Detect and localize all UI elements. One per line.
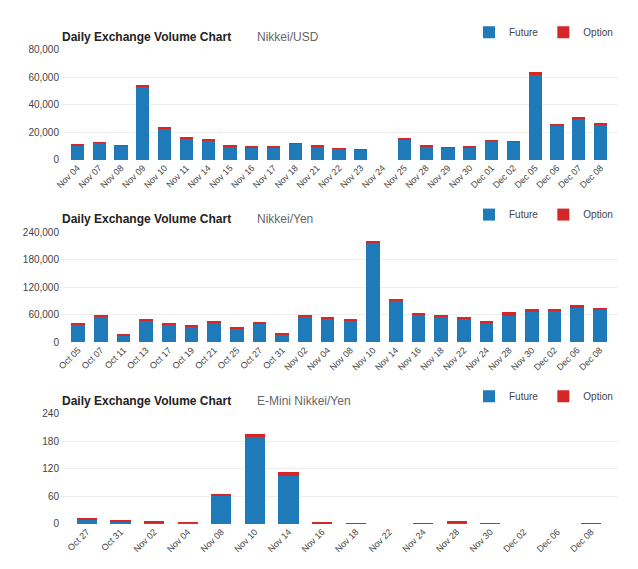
svg-text:Nov 18: Nov 18 bbox=[273, 163, 300, 190]
svg-text:Oct 19: Oct 19 bbox=[170, 345, 196, 371]
svg-text:Oct 31: Oct 31 bbox=[261, 345, 287, 371]
svg-text:Nov 02: Nov 02 bbox=[131, 527, 158, 554]
svg-text:Nov 30: Nov 30 bbox=[509, 345, 536, 372]
svg-text:Nov 28: Nov 28 bbox=[434, 527, 461, 554]
svg-text:Nov 22: Nov 22 bbox=[441, 345, 468, 372]
svg-text:0: 0 bbox=[53, 337, 59, 348]
svg-text:Nov 08: Nov 08 bbox=[98, 163, 125, 190]
svg-text:Nov 04: Nov 04 bbox=[165, 527, 192, 554]
svg-text:Nov 24: Nov 24 bbox=[360, 163, 387, 190]
svg-text:E-Mini Nikkei/Yen: E-Mini Nikkei/Yen bbox=[257, 394, 351, 408]
svg-text:Nov 24: Nov 24 bbox=[464, 345, 491, 372]
svg-text:Dec 05: Dec 05 bbox=[513, 163, 540, 190]
svg-text:20,000: 20,000 bbox=[28, 127, 59, 138]
svg-text:0: 0 bbox=[53, 518, 59, 529]
svg-text:Nov 18: Nov 18 bbox=[418, 345, 445, 372]
svg-text:Nov 15: Nov 15 bbox=[207, 163, 234, 190]
svg-text:Nov 30: Nov 30 bbox=[468, 527, 495, 554]
svg-text:Oct 17: Oct 17 bbox=[148, 345, 174, 371]
svg-text:Dec 02: Dec 02 bbox=[501, 527, 528, 554]
svg-text:Dec 06: Dec 06 bbox=[534, 163, 561, 190]
svg-text:Nov 07: Nov 07 bbox=[77, 163, 104, 190]
svg-text:Option: Option bbox=[583, 209, 612, 220]
svg-text:Nov 02: Nov 02 bbox=[282, 345, 309, 372]
svg-text:0: 0 bbox=[53, 154, 59, 165]
svg-text:Nov 11: Nov 11 bbox=[164, 163, 191, 190]
svg-text:Nov 16: Nov 16 bbox=[396, 345, 423, 372]
svg-text:Option: Option bbox=[583, 391, 612, 402]
svg-text:Nov 09: Nov 09 bbox=[120, 163, 147, 190]
svg-text:Future: Future bbox=[509, 209, 538, 220]
svg-text:Nov 22: Nov 22 bbox=[316, 163, 343, 190]
svg-text:Option: Option bbox=[583, 27, 612, 38]
svg-text:Nov 22: Nov 22 bbox=[367, 527, 394, 554]
svg-text:120,000: 120,000 bbox=[23, 282, 60, 293]
svg-text:180: 180 bbox=[42, 436, 59, 447]
svg-text:Oct 25: Oct 25 bbox=[216, 345, 242, 371]
svg-text:Nov 28: Nov 28 bbox=[404, 163, 431, 190]
svg-text:Nov 10: Nov 10 bbox=[232, 527, 259, 554]
svg-text:Oct 11: Oct 11 bbox=[103, 345, 128, 370]
svg-text:Oct 27: Oct 27 bbox=[66, 527, 92, 553]
svg-text:Nov 23: Nov 23 bbox=[338, 163, 365, 190]
svg-text:Nov 29: Nov 29 bbox=[425, 163, 452, 190]
svg-text:240,000: 240,000 bbox=[23, 227, 60, 238]
svg-text:Nov 10: Nov 10 bbox=[350, 345, 377, 372]
svg-text:Nov 16: Nov 16 bbox=[229, 163, 256, 190]
svg-text:Nikkei/Yen: Nikkei/Yen bbox=[257, 212, 313, 226]
svg-text:Daily Exchange Volume Chart: Daily Exchange Volume Chart bbox=[62, 30, 231, 44]
svg-text:Dec 06: Dec 06 bbox=[555, 345, 582, 372]
svg-text:Oct 31: Oct 31 bbox=[99, 527, 125, 553]
svg-text:Nov 08: Nov 08 bbox=[328, 345, 355, 372]
svg-text:Nov 25: Nov 25 bbox=[382, 163, 409, 190]
svg-text:60: 60 bbox=[48, 491, 60, 502]
svg-text:Nov 14: Nov 14 bbox=[186, 163, 213, 190]
svg-text:Dec 06: Dec 06 bbox=[535, 527, 562, 554]
svg-text:Nov 14: Nov 14 bbox=[266, 527, 293, 554]
svg-text:40,000: 40,000 bbox=[28, 99, 59, 110]
svg-text:Oct 13: Oct 13 bbox=[125, 345, 151, 371]
svg-text:120: 120 bbox=[42, 463, 59, 474]
svg-text:Future: Future bbox=[509, 27, 538, 38]
svg-text:Nov 08: Nov 08 bbox=[199, 527, 226, 554]
svg-text:Dec 07: Dec 07 bbox=[556, 163, 583, 190]
svg-text:Nov 28: Nov 28 bbox=[486, 345, 513, 372]
svg-text:Nov 24: Nov 24 bbox=[400, 527, 427, 554]
svg-text:Nov 14: Nov 14 bbox=[373, 345, 400, 372]
svg-text:Oct 07: Oct 07 bbox=[80, 345, 106, 371]
svg-text:Oct 05: Oct 05 bbox=[57, 345, 83, 371]
svg-text:Daily Exchange Volume Chart: Daily Exchange Volume Chart bbox=[62, 212, 231, 226]
svg-text:60,000: 60,000 bbox=[28, 309, 59, 320]
svg-text:Dec 08: Dec 08 bbox=[578, 163, 605, 190]
svg-text:240: 240 bbox=[42, 408, 59, 419]
svg-text:Future: Future bbox=[509, 391, 538, 402]
svg-text:Nov 17: Nov 17 bbox=[251, 163, 278, 190]
svg-text:Dec 01: Dec 01 bbox=[469, 163, 496, 190]
svg-text:80,000: 80,000 bbox=[28, 44, 59, 55]
svg-text:Dec 08: Dec 08 bbox=[577, 345, 604, 372]
svg-text:Oct 27: Oct 27 bbox=[238, 345, 264, 371]
svg-text:Nov 18: Nov 18 bbox=[333, 527, 360, 554]
svg-text:Dec 02: Dec 02 bbox=[491, 163, 518, 190]
svg-text:180,000: 180,000 bbox=[23, 254, 60, 265]
svg-text:Nov 10: Nov 10 bbox=[142, 163, 169, 190]
svg-text:Nov 16: Nov 16 bbox=[300, 527, 327, 554]
svg-text:Nov 21: Nov 21 bbox=[295, 163, 322, 190]
svg-text:Nov 30: Nov 30 bbox=[447, 163, 474, 190]
svg-text:Daily Exchange Volume Chart: Daily Exchange Volume Chart bbox=[62, 394, 231, 408]
svg-text:Dec 08: Dec 08 bbox=[568, 527, 595, 554]
svg-text:60,000: 60,000 bbox=[28, 72, 59, 83]
svg-text:Dec 02: Dec 02 bbox=[532, 345, 559, 372]
svg-text:Oct 21: Oct 21 bbox=[193, 345, 219, 371]
svg-text:Nov 04: Nov 04 bbox=[55, 163, 82, 190]
svg-text:Nov 04: Nov 04 bbox=[305, 345, 332, 372]
svg-text:Nikkei/USD: Nikkei/USD bbox=[257, 30, 319, 44]
